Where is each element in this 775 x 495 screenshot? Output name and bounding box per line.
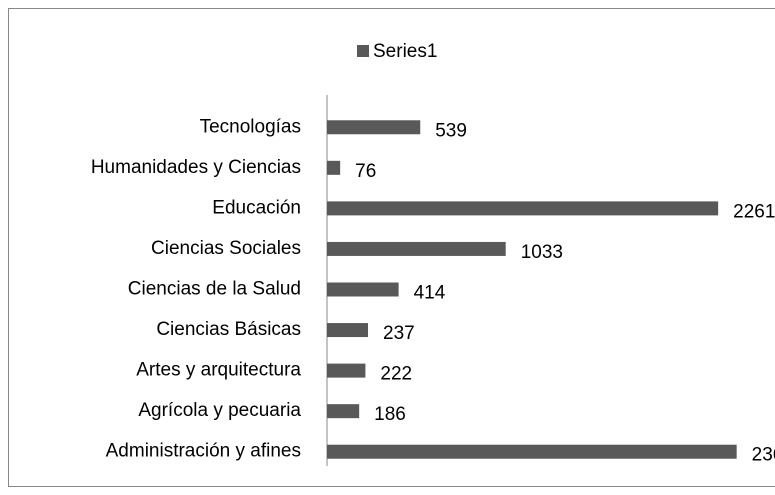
bar	[327, 323, 369, 338]
data-label: 1033	[521, 242, 563, 263]
bar	[327, 120, 421, 135]
bar	[327, 444, 737, 459]
bar	[327, 241, 506, 256]
bar	[327, 363, 366, 378]
y-tick-label: Tecnologías	[200, 116, 301, 137]
bar	[327, 160, 341, 175]
y-tick-label: Administración y afines	[106, 441, 301, 462]
y-tick-label: Artes y arquitectura	[136, 360, 301, 381]
data-label: 2368	[752, 445, 775, 466]
y-tick-label: Agrícola y pecuaria	[138, 400, 301, 421]
y-tick-label: Ciencias Básicas	[156, 319, 301, 340]
data-label: 186	[374, 404, 406, 425]
data-label: 222	[380, 364, 412, 385]
data-label: 76	[355, 161, 376, 182]
data-label: 539	[435, 120, 467, 141]
y-tick-label: Ciencias Sociales	[151, 238, 301, 259]
bar	[327, 282, 399, 297]
legend-swatch	[357, 45, 369, 57]
data-label: 237	[383, 323, 415, 344]
legend-label: Series1	[373, 41, 437, 62]
data-label: 2261	[733, 201, 775, 222]
bar	[327, 404, 360, 419]
y-tick-label: Humanidades y Ciencias	[91, 157, 301, 178]
data-label: 414	[414, 283, 446, 304]
y-tick-label: Educación	[212, 197, 301, 218]
bar	[327, 201, 719, 216]
y-tick-label: Ciencias de la Salud	[128, 279, 301, 300]
